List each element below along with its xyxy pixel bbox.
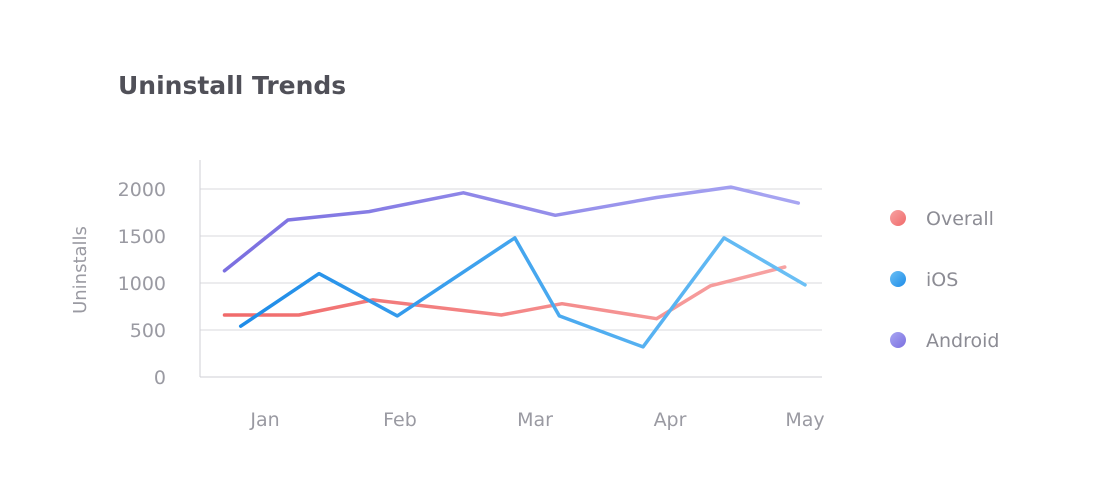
x-tick-label: Feb	[383, 409, 417, 431]
y-tick-label: 2000	[118, 179, 166, 201]
legend-marker-android	[890, 332, 906, 348]
legend-marker-overall	[890, 210, 906, 226]
series-line-overall	[222, 265, 787, 321]
axes: 0 500 1000 1500 2000 Jan Feb Mar Apr May	[118, 160, 825, 431]
legend-label-android: Android	[926, 330, 999, 352]
series-lines	[222, 185, 807, 349]
x-tick-label: Jan	[249, 409, 279, 431]
series-line-ios	[238, 236, 807, 349]
legend: Overall iOS Android	[890, 208, 999, 352]
y-tick-label: 1500	[118, 226, 166, 248]
y-axis-title: Uninstalls	[70, 226, 91, 314]
legend-marker-ios	[890, 271, 906, 287]
x-tick-label: May	[785, 409, 824, 431]
legend-label-ios: iOS	[926, 269, 958, 291]
legend-label-overall: Overall	[926, 208, 994, 230]
x-tick-label: Mar	[517, 409, 553, 431]
y-tick-label: 500	[130, 320, 166, 342]
y-tick-label: 0	[154, 367, 166, 389]
y-tick-label: 1000	[118, 273, 166, 295]
x-tick-label: Apr	[654, 409, 687, 431]
gridlines	[200, 188, 822, 331]
series-line-android	[222, 185, 801, 273]
chart-title: Uninstall Trends	[118, 71, 346, 100]
